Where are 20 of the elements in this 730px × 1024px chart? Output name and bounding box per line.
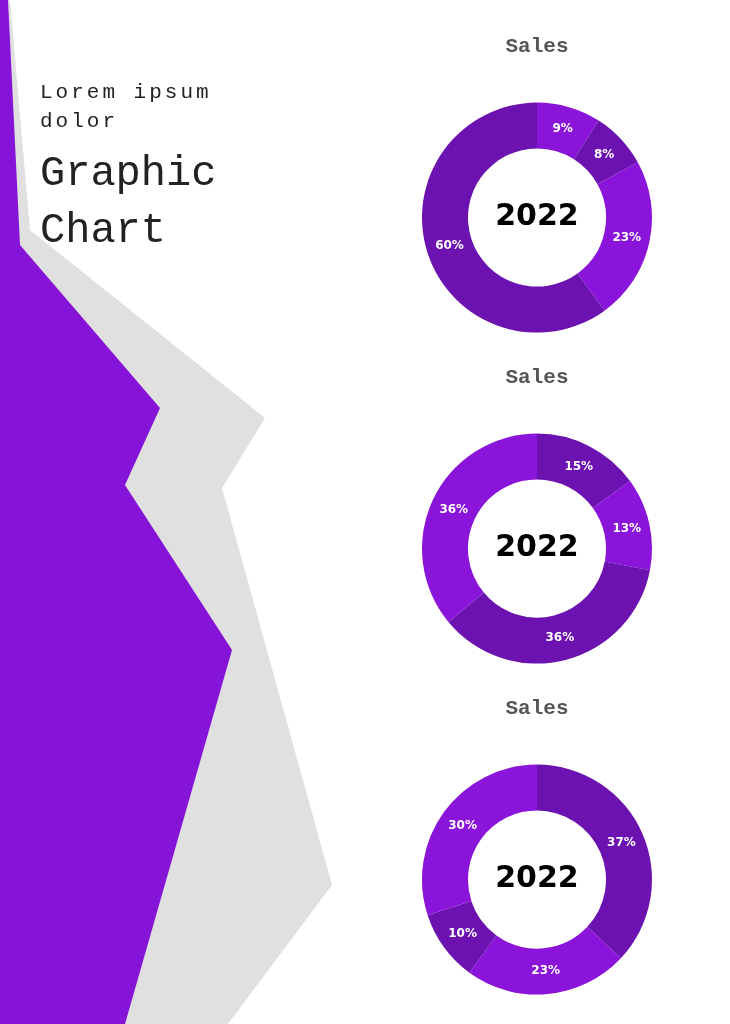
text: Lorem ipsum dolor — [40, 80, 213, 135]
data-label: 60% — [435, 238, 464, 253]
data-label: 10% — [448, 925, 477, 940]
data-label: 37% — [607, 835, 636, 850]
data-label: 23% — [612, 229, 642, 244]
data-label: 8% — [593, 146, 615, 161]
text: 2022 — [495, 528, 579, 564]
data-label: 9% — [552, 121, 573, 136]
data-label: 36% — [439, 501, 469, 516]
data-label: 36% — [545, 629, 575, 644]
data-label: 13% — [612, 520, 642, 535]
text: Graphic Chart — [40, 149, 218, 257]
data-label: 23% — [531, 963, 561, 978]
text: 2022 — [495, 197, 579, 233]
data-label: 15% — [564, 458, 594, 473]
data-label: 30% — [448, 817, 477, 832]
text: 2022 — [495, 859, 579, 895]
chart-title: Sales — [505, 34, 569, 58]
chart-title: Sales — [505, 696, 569, 720]
chart-title: Sales — [505, 365, 569, 389]
